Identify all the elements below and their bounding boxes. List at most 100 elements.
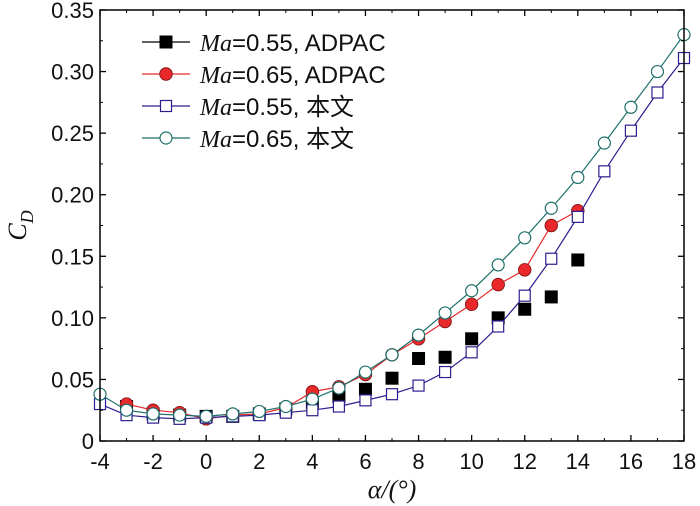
series-2 xyxy=(119,204,585,426)
x-tick-label: 16 xyxy=(619,449,643,474)
data-point xyxy=(465,346,478,359)
legend-label-rest: =0.55, 本文 xyxy=(232,94,354,121)
legend-label-rest: =0.65, ADPAC xyxy=(232,62,386,89)
data-point xyxy=(491,258,505,272)
x-axis-label: α/(°) xyxy=(368,475,417,504)
data-point xyxy=(465,332,479,346)
y-tick-label: 0.15 xyxy=(51,244,94,269)
data-point xyxy=(412,351,426,365)
legend-label: Ma=0.55, 本文 xyxy=(199,94,354,121)
data-point xyxy=(412,379,425,392)
y-tick-label: 0.35 xyxy=(51,0,94,23)
legend-label-rest: =0.55, ADPAC xyxy=(232,30,386,57)
data-point xyxy=(598,165,611,178)
y-tick-label: 0.30 xyxy=(51,60,94,85)
legend-marker xyxy=(159,131,173,145)
x-tick-label: 2 xyxy=(253,449,265,474)
data-point xyxy=(624,124,638,137)
data-point xyxy=(306,404,319,417)
data-point xyxy=(518,263,532,277)
legend-item-1: Ma=0.55, ADPAC xyxy=(142,30,386,57)
data-point xyxy=(624,100,638,114)
data-point xyxy=(146,407,160,421)
data-point xyxy=(119,403,134,417)
data-point xyxy=(465,284,479,298)
y-axis-label-subscript: D xyxy=(17,210,37,224)
data-point xyxy=(544,201,558,215)
y-axis-label: CD xyxy=(3,210,37,240)
data-point xyxy=(571,253,585,267)
data-point xyxy=(332,400,346,413)
x-tick-label: 18 xyxy=(672,449,696,474)
legend-item-2: Ma=0.65, ADPAC xyxy=(142,62,386,89)
x-tick-label: -2 xyxy=(143,449,163,474)
x-tick-label: 8 xyxy=(412,449,424,474)
legend-label: Ma=0.65, 本文 xyxy=(199,126,354,153)
data-point xyxy=(544,290,558,304)
x-tick-label: 14 xyxy=(566,449,590,474)
legend-label-italic: Ma xyxy=(199,95,232,121)
data-point xyxy=(279,399,293,414)
data-point xyxy=(385,348,399,362)
data-point xyxy=(571,170,585,185)
x-tick-label: 0 xyxy=(200,449,212,474)
data-point xyxy=(650,64,665,79)
data-point xyxy=(492,320,505,333)
data-point xyxy=(438,365,452,379)
legend-item-4: Ma=0.65, 本文 xyxy=(142,126,354,153)
data-point xyxy=(359,394,372,407)
legend-label-italic: Ma xyxy=(199,63,232,89)
series-line xyxy=(99,57,685,420)
legend-marker xyxy=(159,99,173,113)
data-point xyxy=(385,388,399,401)
data-point xyxy=(544,218,558,233)
data-point xyxy=(491,277,505,292)
y-tick-label: 0 xyxy=(82,429,94,454)
series-3 xyxy=(93,51,691,425)
data-point xyxy=(464,297,479,312)
x-tick-label: 12 xyxy=(512,449,536,474)
data-point xyxy=(199,409,213,423)
data-point xyxy=(173,408,187,422)
legend-item-3: Ma=0.55, 本文 xyxy=(142,94,354,121)
y-tick-label: 0.10 xyxy=(51,306,94,331)
data-point xyxy=(518,302,532,316)
data-point xyxy=(385,371,399,385)
data-point xyxy=(305,392,319,406)
legend-label: Ma=0.65, ADPAC xyxy=(199,62,386,89)
series-line xyxy=(126,210,579,420)
y-tick-label: 0.20 xyxy=(51,183,94,208)
data-point xyxy=(411,328,426,342)
data-point xyxy=(438,350,452,364)
data-point xyxy=(332,381,346,395)
legend-label-rest: =0.65, 本文 xyxy=(232,126,354,153)
x-tick-label: 6 xyxy=(359,449,371,474)
legend-marker xyxy=(159,67,173,81)
data-point xyxy=(358,365,373,379)
axes: -4 -2 0 2 4 6 8 10 12 14 16 18 0 0.05 0.10 0.15 0.20 0.25… xyxy=(51,0,696,474)
data-point xyxy=(518,231,532,245)
x-tick-label: 4 xyxy=(306,449,318,474)
legend-label-italic: Ma xyxy=(199,31,232,57)
data-point xyxy=(597,136,611,150)
data-point xyxy=(545,252,558,265)
data-point xyxy=(518,289,531,302)
data-point xyxy=(226,407,240,421)
data-point xyxy=(651,86,664,99)
x-tick-label: -4 xyxy=(90,449,110,474)
series-4 xyxy=(93,28,691,423)
y-tick-label: 0.25 xyxy=(51,121,94,146)
y-axis-label-main: C xyxy=(3,223,32,241)
legend-marker xyxy=(159,35,173,49)
series-layer xyxy=(93,28,691,426)
series-1 xyxy=(120,253,585,423)
data-point xyxy=(571,210,584,223)
x-tick-label: 10 xyxy=(459,449,483,474)
legend-label-italic: Ma xyxy=(199,127,232,153)
data-point xyxy=(358,382,372,396)
data-point xyxy=(252,404,266,419)
data-point xyxy=(438,306,452,320)
legend-label: Ma=0.55, ADPAC xyxy=(199,30,386,57)
